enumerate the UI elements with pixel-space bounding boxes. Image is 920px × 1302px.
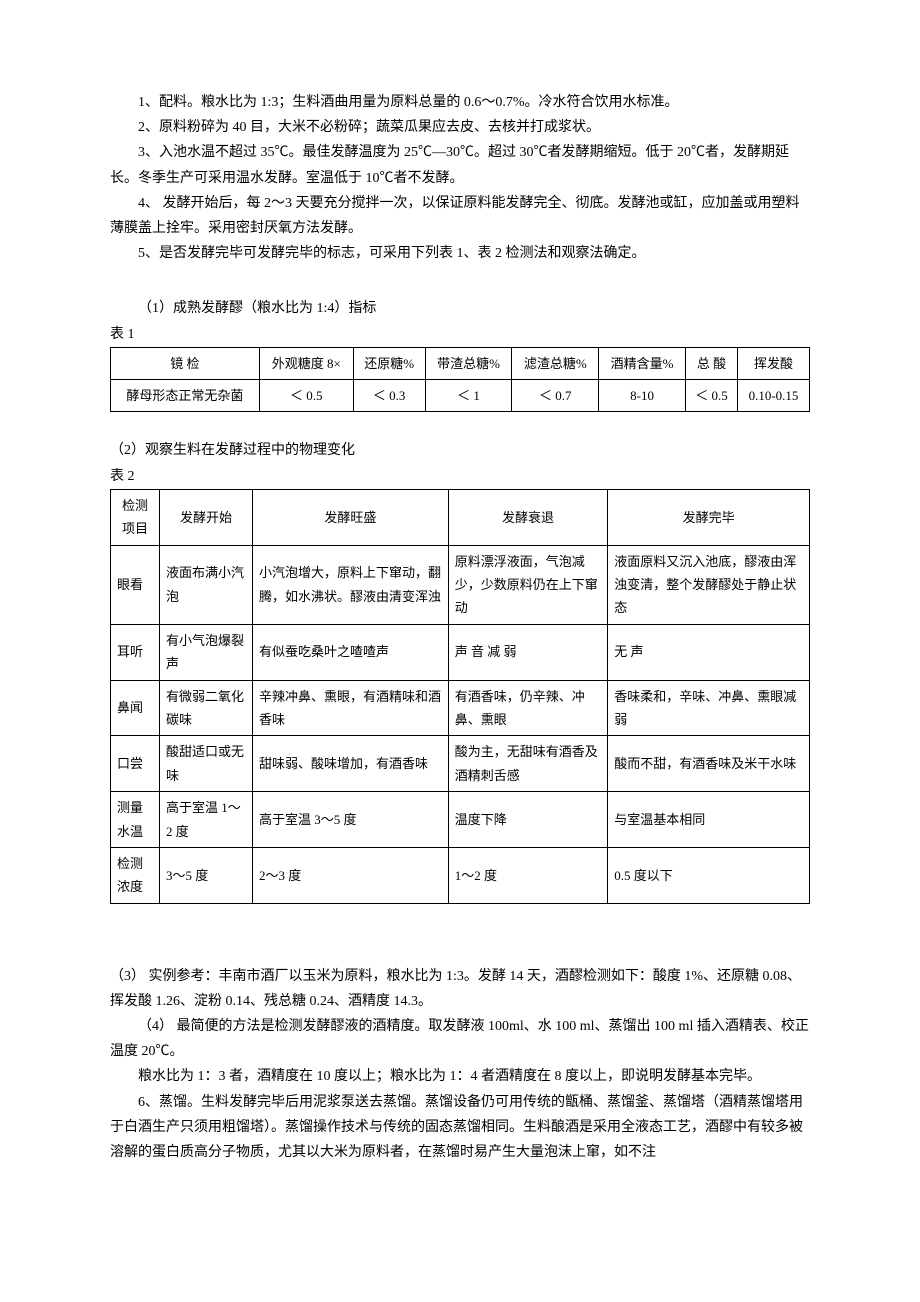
t2-h2: 发酵旺盛	[253, 489, 449, 545]
t1-h6: 总 酸	[685, 347, 737, 379]
paragraph-6: （3） 实例参考：丰南市酒厂以玉米为原料，粮水比为 1:3。发酵 14 天，酒醪…	[110, 964, 810, 1014]
t1-h3: 带渣总糖%	[425, 347, 512, 379]
paragraph-5: 5、是否发酵完毕可发酵完毕的标志，可采用下列表 1、表 2 检测法和观察法确定。	[110, 241, 810, 266]
t2-h3: 发酵衰退	[448, 489, 608, 545]
t2-r4-c2: 高于室温 3～5 度	[253, 792, 449, 848]
t2-r1-c4: 无 声	[608, 624, 810, 680]
t2-r5-c4: 0.5 度以下	[608, 847, 810, 903]
paragraph-2: 2、原料粉碎为 40 目，大米不必粉碎；蔬菜瓜果应去皮、去核并打成浆状。	[110, 115, 810, 140]
table2-header-row: 检测项目 发酵开始 发酵旺盛 发酵衰退 发酵完毕	[111, 489, 810, 545]
t2-r0-c1: 液面布满小汽泡	[160, 545, 253, 624]
t2-r5-c2: 2～3 度	[253, 847, 449, 903]
t2-r1-c3: 声 音 减 弱	[448, 624, 608, 680]
t1-c1: ＜ 0.5	[259, 380, 353, 412]
heading-table1: （1）成熟发酵醪（粮水比为 1:4）指标	[110, 296, 810, 321]
t1-h1: 外观糖度 8×	[259, 347, 353, 379]
t1-h4: 滤渣总糖%	[512, 347, 599, 379]
table1-label: 表 1	[110, 322, 810, 347]
t1-c0: 酵母形态正常无杂菌	[111, 380, 260, 412]
t2-r4-c4: 与室温基本相同	[608, 792, 810, 848]
t1-c6: ＜ 0.5	[685, 380, 737, 412]
t2-r5-c3: 1～2 度	[448, 847, 608, 903]
t1-c2: ＜ 0.3	[353, 380, 425, 412]
t2-r5-c1: 3～5 度	[160, 847, 253, 903]
t2-r4-c3: 温度下降	[448, 792, 608, 848]
table1-header-row: 镜 检 外观糖度 8× 还原糖% 带渣总糖% 滤渣总糖% 酒精含量% 总 酸 挥…	[111, 347, 810, 379]
paragraph-8: 粮水比为 1：3 者，酒精度在 10 度以上；粮水比为 1：4 者酒精度在 8 …	[110, 1064, 810, 1089]
t1-c5: 8-10	[599, 380, 686, 412]
heading-table2: （2）观察生料在发酵过程中的物理变化	[110, 438, 810, 463]
table2-row-4: 测量水温 高于室温 1～2 度 高于室温 3～5 度 温度下降 与室温基本相同	[111, 792, 810, 848]
t1-h2: 还原糖%	[353, 347, 425, 379]
t2-r1-c2: 有似蚕吃桑叶之喳喳声	[253, 624, 449, 680]
table2-row-2: 鼻闻 有微弱二氧化碳味 辛辣冲鼻、熏眼，有酒精味和酒香味 有酒香味，仍辛辣、冲鼻…	[111, 680, 810, 736]
t2-r0-c2: 小汽泡增大，原料上下窜动，翻腾，如水沸状。醪液由清变浑浊	[253, 545, 449, 624]
t2-r0-c0: 眼看	[111, 545, 160, 624]
paragraph-4: 4、 发酵开始后，每 2～3 天要充分搅拌一次，以保证原料能发酵完全、彻底。发酵…	[110, 191, 810, 241]
t2-h0: 检测项目	[111, 489, 160, 545]
table-2: 检测项目 发酵开始 发酵旺盛 发酵衰退 发酵完毕 眼看 液面布满小汽泡 小汽泡增…	[110, 489, 810, 904]
t1-h5: 酒精含量%	[599, 347, 686, 379]
t2-r2-c3: 有酒香味，仍辛辣、冲鼻、熏眼	[448, 680, 608, 736]
t2-r4-c0: 测量水温	[111, 792, 160, 848]
t2-r3-c3: 酸为主，无甜味有酒香及酒精刺舌感	[448, 736, 608, 792]
t2-r2-c4: 香味柔和，辛味、冲鼻、熏眼减弱	[608, 680, 810, 736]
paragraph-7: （4） 最简便的方法是检测发酵醪液的酒精度。取发酵液 100ml、水 100 m…	[110, 1014, 810, 1064]
t2-h4: 发酵完毕	[608, 489, 810, 545]
paragraph-1: 1、配料。粮水比为 1:3；生料酒曲用量为原料总量的 0.6～0.7%。冷水符合…	[110, 90, 810, 115]
t2-r2-c1: 有微弱二氧化碳味	[160, 680, 253, 736]
t2-r3-c4: 酸而不甜，有酒香味及米干水味	[608, 736, 810, 792]
table2-row-3: 口尝 酸甜适口或无味 甜味弱、酸味增加，有酒香味 酸为主，无甜味有酒香及酒精刺舌…	[111, 736, 810, 792]
table2-row-0: 眼看 液面布满小汽泡 小汽泡增大，原料上下窜动，翻腾，如水沸状。醪液由清变浑浊 …	[111, 545, 810, 624]
table-1: 镜 检 外观糖度 8× 还原糖% 带渣总糖% 滤渣总糖% 酒精含量% 总 酸 挥…	[110, 347, 810, 413]
t1-h7: 挥发酸	[738, 347, 810, 379]
table1-data-row: 酵母形态正常无杂菌 ＜ 0.5 ＜ 0.3 ＜ 1 ＜ 0.7 8-10 ＜ 0…	[111, 380, 810, 412]
t2-r0-c4: 液面原料又沉入池底，醪液由浑浊变清，整个发酵醪处于静止状态	[608, 545, 810, 624]
t2-r0-c3: 原料漂浮液面，气泡减少，少数原料仍在上下窜动	[448, 545, 608, 624]
t2-r5-c0: 检测浓度	[111, 847, 160, 903]
table2-row-5: 检测浓度 3～5 度 2～3 度 1～2 度 0.5 度以下	[111, 847, 810, 903]
table2-label: 表 2	[110, 464, 810, 489]
t2-r4-c1: 高于室温 1～2 度	[160, 792, 253, 848]
paragraph-3: 3、入池水温不超过 35℃。最佳发酵温度为 25℃—30℃。超过 30℃者发酵期…	[110, 140, 810, 190]
table2-row-1: 耳听 有小气泡爆裂声 有似蚕吃桑叶之喳喳声 声 音 减 弱 无 声	[111, 624, 810, 680]
t2-h1: 发酵开始	[160, 489, 253, 545]
t2-r3-c0: 口尝	[111, 736, 160, 792]
t2-r3-c1: 酸甜适口或无味	[160, 736, 253, 792]
t2-r1-c0: 耳听	[111, 624, 160, 680]
t2-r2-c0: 鼻闻	[111, 680, 160, 736]
t1-c4: ＜ 0.7	[512, 380, 599, 412]
t1-h0: 镜 检	[111, 347, 260, 379]
paragraph-9: 6、蒸馏。生料发酵完毕后用泥浆泵送去蒸馏。蒸馏设备仍可用传统的甑桶、蒸馏釜、蒸馏…	[110, 1090, 810, 1166]
t2-r2-c2: 辛辣冲鼻、熏眼，有酒精味和酒香味	[253, 680, 449, 736]
t1-c3: ＜ 1	[425, 380, 512, 412]
t1-c7: 0.10-0.15	[738, 380, 810, 412]
t2-r1-c1: 有小气泡爆裂声	[160, 624, 253, 680]
t2-r3-c2: 甜味弱、酸味增加，有酒香味	[253, 736, 449, 792]
